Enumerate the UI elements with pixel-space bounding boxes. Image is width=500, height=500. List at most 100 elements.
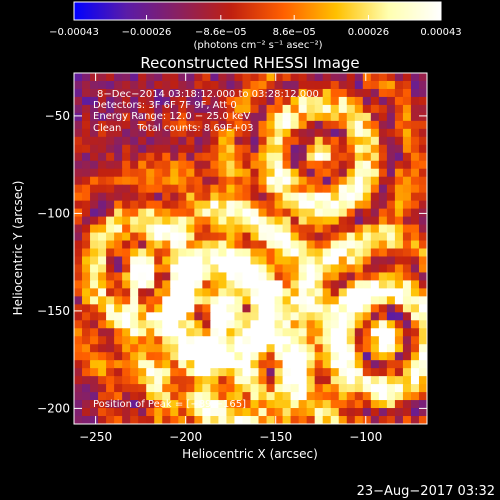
heatmap-cell	[186, 152, 195, 162]
heatmap-cell	[226, 384, 236, 393]
heatmap-cell	[162, 248, 171, 258]
heatmap-cell	[370, 408, 380, 417]
heatmap-cell	[298, 312, 308, 321]
heatmap-cell	[162, 136, 171, 146]
heatmap-cell	[114, 400, 123, 409]
heatmap-cell	[138, 256, 147, 266]
heatmap-cell	[338, 312, 348, 321]
heatmap-cell	[410, 296, 420, 305]
heatmap-cell	[114, 360, 123, 369]
heatmap-cell	[274, 352, 284, 361]
heatmap-cell	[226, 112, 236, 122]
heatmap-cell	[274, 320, 284, 329]
heatmap-cell	[234, 408, 244, 417]
heatmap-cell	[378, 312, 388, 321]
heatmap-cell	[282, 336, 292, 345]
heatmap-cell	[306, 312, 316, 321]
heatmap-cell	[106, 80, 115, 90]
heatmap-cell	[218, 144, 228, 154]
heatmap-cell	[346, 296, 356, 305]
heatmap-cell	[242, 304, 252, 313]
heatmap-cell	[378, 208, 388, 218]
heatmap-cell	[370, 392, 380, 401]
heatmap-cell	[82, 344, 91, 353]
heatmap-cell	[226, 328, 236, 337]
heatmap-cell	[314, 376, 324, 385]
heatmap-cell	[290, 184, 300, 194]
heatmap-cell	[338, 120, 348, 130]
heatmap-cell	[226, 152, 236, 162]
heatmap-cell	[346, 272, 356, 282]
heatmap-cell	[210, 184, 220, 194]
heatmap-cell	[354, 280, 364, 289]
heatmap-cell	[74, 128, 83, 138]
heatmap-cell	[194, 384, 203, 393]
heatmap-cell	[362, 216, 372, 226]
heatmap-cell	[138, 352, 147, 361]
heatmap-cell	[106, 112, 115, 122]
heatmap-cell	[402, 320, 412, 329]
heatmap-cell	[394, 384, 404, 393]
heatmap-cell	[114, 352, 123, 361]
heatmap-cell	[178, 144, 187, 154]
heatmap-cell	[386, 224, 396, 234]
heatmap-cell	[218, 272, 228, 282]
heatmap-cell	[82, 80, 91, 90]
heatmap-cell	[250, 336, 260, 345]
heatmap-cell	[242, 392, 252, 401]
heatmap-cell	[90, 344, 99, 353]
heatmap-cell	[322, 408, 332, 417]
heatmap-cell	[186, 344, 195, 353]
heatmap-cell	[74, 136, 83, 146]
heatmap-cell	[218, 136, 228, 146]
heatmap-cell	[130, 328, 139, 337]
heatmap-cell	[122, 104, 131, 114]
heatmap-cell	[330, 312, 340, 321]
heatmap-cell	[202, 384, 211, 393]
heatmap-cell	[386, 296, 396, 305]
heatmap-cell	[250, 240, 260, 250]
heatmap-cell	[378, 184, 388, 194]
heatmap-cell	[418, 312, 427, 321]
heatmap-cell	[282, 232, 292, 242]
heatmap-cell	[194, 192, 203, 202]
heatmap-cell	[226, 320, 236, 329]
heatmap-cell	[274, 376, 284, 385]
heatmap-cell	[138, 168, 147, 178]
heatmap-cell	[146, 352, 155, 361]
heatmap-cell	[186, 144, 195, 154]
heatmap-cell	[346, 336, 356, 345]
heatmap-cell	[98, 112, 107, 122]
heatmap-cell	[306, 408, 316, 417]
heatmap-cell	[234, 352, 244, 361]
heatmap-cell	[122, 392, 131, 401]
heatmap-cell	[402, 216, 412, 226]
heatmap-cell	[82, 352, 91, 361]
heatmap-cell	[274, 240, 284, 250]
heatmap-cell	[346, 248, 356, 258]
heatmap-cell	[330, 160, 340, 170]
heatmap-cell	[194, 312, 203, 321]
heatmap-cell	[106, 232, 115, 242]
heatmap-cell	[202, 240, 211, 250]
heatmap-cell	[74, 368, 83, 377]
heatmap-cell	[154, 320, 163, 329]
heatmap-cell	[202, 352, 211, 361]
heatmap-cell	[314, 73, 324, 82]
heatmap-cell	[234, 416, 244, 424]
heatmap-cell	[314, 160, 324, 170]
heatmap-cell	[154, 280, 163, 289]
heatmap-cell	[290, 120, 300, 130]
heatmap-cell	[178, 376, 187, 385]
heatmap-cell	[298, 272, 308, 282]
heatmap-cell	[386, 352, 396, 361]
heatmap-cell	[322, 73, 332, 82]
heatmap-cell	[186, 136, 195, 146]
heatmap-cell	[106, 176, 115, 186]
heatmap-cell	[202, 160, 211, 170]
heatmap-cell	[338, 112, 348, 122]
heatmap-cell	[354, 384, 364, 393]
heatmap-cell	[74, 352, 83, 361]
heatmap-cell	[370, 73, 380, 82]
heatmap-cell	[362, 352, 372, 361]
